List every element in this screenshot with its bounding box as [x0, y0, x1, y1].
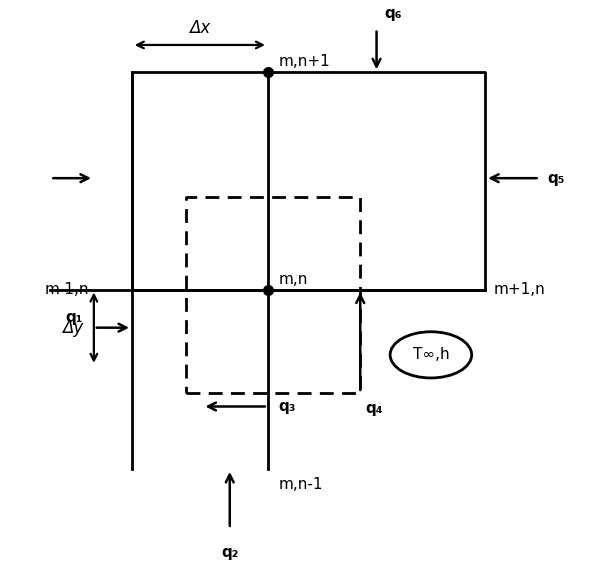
Text: Δx: Δx [189, 19, 211, 37]
Text: T∞,h: T∞,h [412, 347, 449, 362]
Text: m,n+1: m,n+1 [278, 55, 330, 69]
Text: m,n-1: m,n-1 [278, 477, 323, 492]
Text: m-1,n: m-1,n [45, 282, 90, 297]
Text: q₂: q₂ [221, 545, 238, 560]
Text: q₄: q₄ [366, 401, 383, 416]
Text: q₆: q₆ [385, 6, 402, 20]
Text: m+1,n: m+1,n [493, 282, 545, 297]
Text: Δy: Δy [62, 319, 83, 337]
Text: m,n: m,n [278, 272, 308, 287]
Text: q₁: q₁ [65, 310, 83, 325]
Text: q₅: q₅ [548, 171, 565, 186]
Text: q₃: q₃ [278, 399, 296, 414]
